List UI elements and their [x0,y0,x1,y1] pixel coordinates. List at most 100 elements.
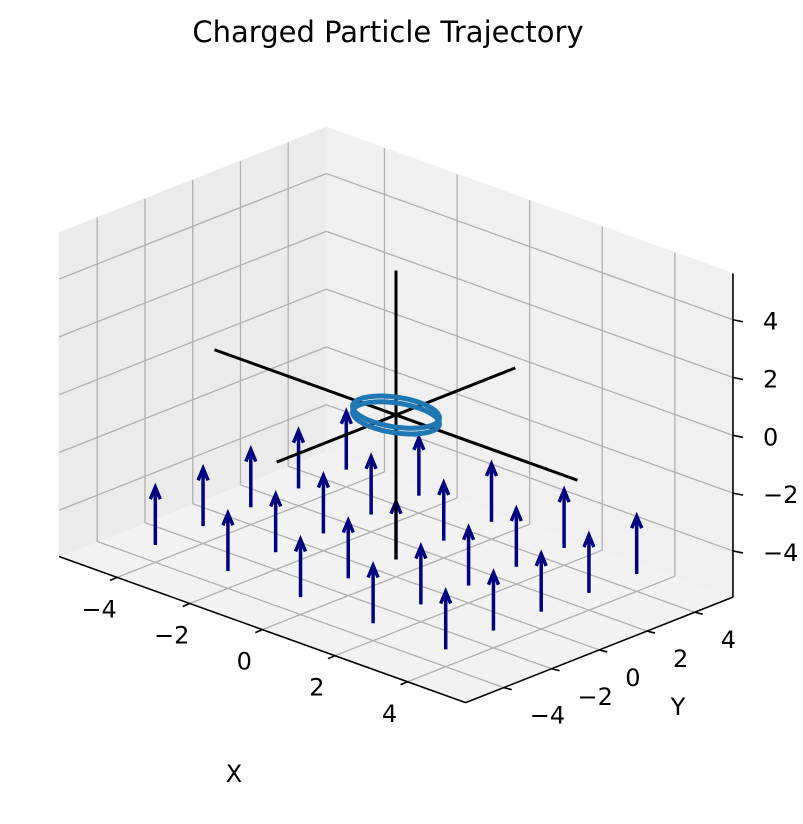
x-tick [327,654,336,660]
y-axis-label: Y [670,693,686,721]
x-tick [182,602,191,608]
field-arrow-head [339,407,353,425]
y-tick-label: −4 [530,702,565,730]
field-arrow [148,482,162,545]
coordinate-axes [213,270,579,560]
z-tick [732,550,744,554]
grid-lines [58,142,734,689]
field-arrow-head [291,426,306,444]
field-arrow [461,523,476,586]
field-arrow-head [437,478,451,496]
field-arrow-head [269,489,283,508]
field-arrow [437,478,451,541]
x-tick-label: 2 [309,674,324,702]
chart-title: Charged Particle Trajectory [192,15,583,49]
field-arrow [630,511,644,575]
grid-line-z-left [58,172,327,280]
tick-marks [109,318,744,691]
grid-line-z-back [326,230,734,379]
grid-line-z-left [58,288,327,396]
y-tick-label: 2 [673,645,688,673]
x-tick-label: 4 [382,700,397,728]
field-arrow [412,433,426,496]
z-tick [732,434,744,439]
field-arrow-head [630,511,644,529]
grid-line-z-left [58,230,327,338]
field-arrow [293,534,308,598]
field-arrow-head [557,485,571,503]
grid-line-y-floor [287,465,695,613]
field-arrows [148,407,644,650]
field-arrow-head [414,542,428,560]
z-tick-label: 0 [763,423,778,451]
grid-line-y-floor [240,484,648,632]
z-tick [732,318,744,323]
y-tick-label: 0 [625,664,640,692]
field-arrow-head [196,463,210,481]
field-arrow-head [293,534,308,553]
z-tick [732,492,744,496]
field-arrow [509,504,523,567]
field-arrow [414,542,428,605]
y-tick [551,667,560,672]
grid-line-z-left [58,404,327,511]
field-arrow [221,508,235,572]
z-tick [732,376,744,381]
field-arrow-head [364,452,378,470]
z-tick-label: 4 [763,308,778,336]
grid-line-y-floor [144,521,552,670]
trajectory-loop [350,393,442,431]
grid-line-y-floor [192,503,600,651]
y-tick-label: −2 [578,683,613,711]
field-arrow-head [148,482,162,500]
field-arrow-head [412,433,426,451]
grid-line-z-left [58,346,327,454]
z-tick-label: −2 [763,481,798,509]
trajectory-loop [350,399,442,437]
grid-line-z-back [326,172,734,321]
field-arrow [196,463,210,527]
field-arrow [484,459,499,522]
x-axis-label: X [226,760,242,788]
y-tick [694,611,703,616]
x-tick [109,576,118,582]
y-tick-label: 4 [721,626,736,654]
field-arrow [341,515,355,579]
field-arrow-head [316,471,331,489]
field-arrow [269,489,283,553]
z-tick-label: −4 [763,539,798,567]
field-arrow-head [484,459,499,477]
field-arrow-head [366,560,380,579]
field-arrow [557,485,571,548]
z-tick-label: 2 [763,366,778,394]
field-arrow [486,568,501,631]
field-arrow-head [461,523,476,541]
field-arrow-head [582,530,596,548]
field-arrow [366,560,380,624]
field-arrow-head [244,444,258,463]
y-tick [503,686,512,691]
field-arrow-head [486,568,501,586]
field-arrow-head [341,515,355,534]
field-arrow-head [509,504,523,522]
y-tick [646,630,656,634]
x-tick [255,628,263,634]
field-arrow [582,530,596,593]
trajectory [350,393,442,437]
field-arrow [339,407,353,470]
field-arrow-head [439,587,453,605]
field-arrow-head [534,549,548,567]
y-tick [599,649,608,653]
field-arrow [364,452,378,515]
field-arrow [316,471,331,534]
x-tick-label: −4 [81,595,116,623]
field-arrow [439,587,453,650]
field-arrow [534,549,548,612]
field-arrow [244,444,258,508]
x-tick-label: −2 [154,622,189,650]
x-tick-label: 0 [237,648,252,676]
field-arrow [291,426,306,489]
grid-line-z-back [326,288,734,436]
grid-line-z-back [326,346,734,494]
